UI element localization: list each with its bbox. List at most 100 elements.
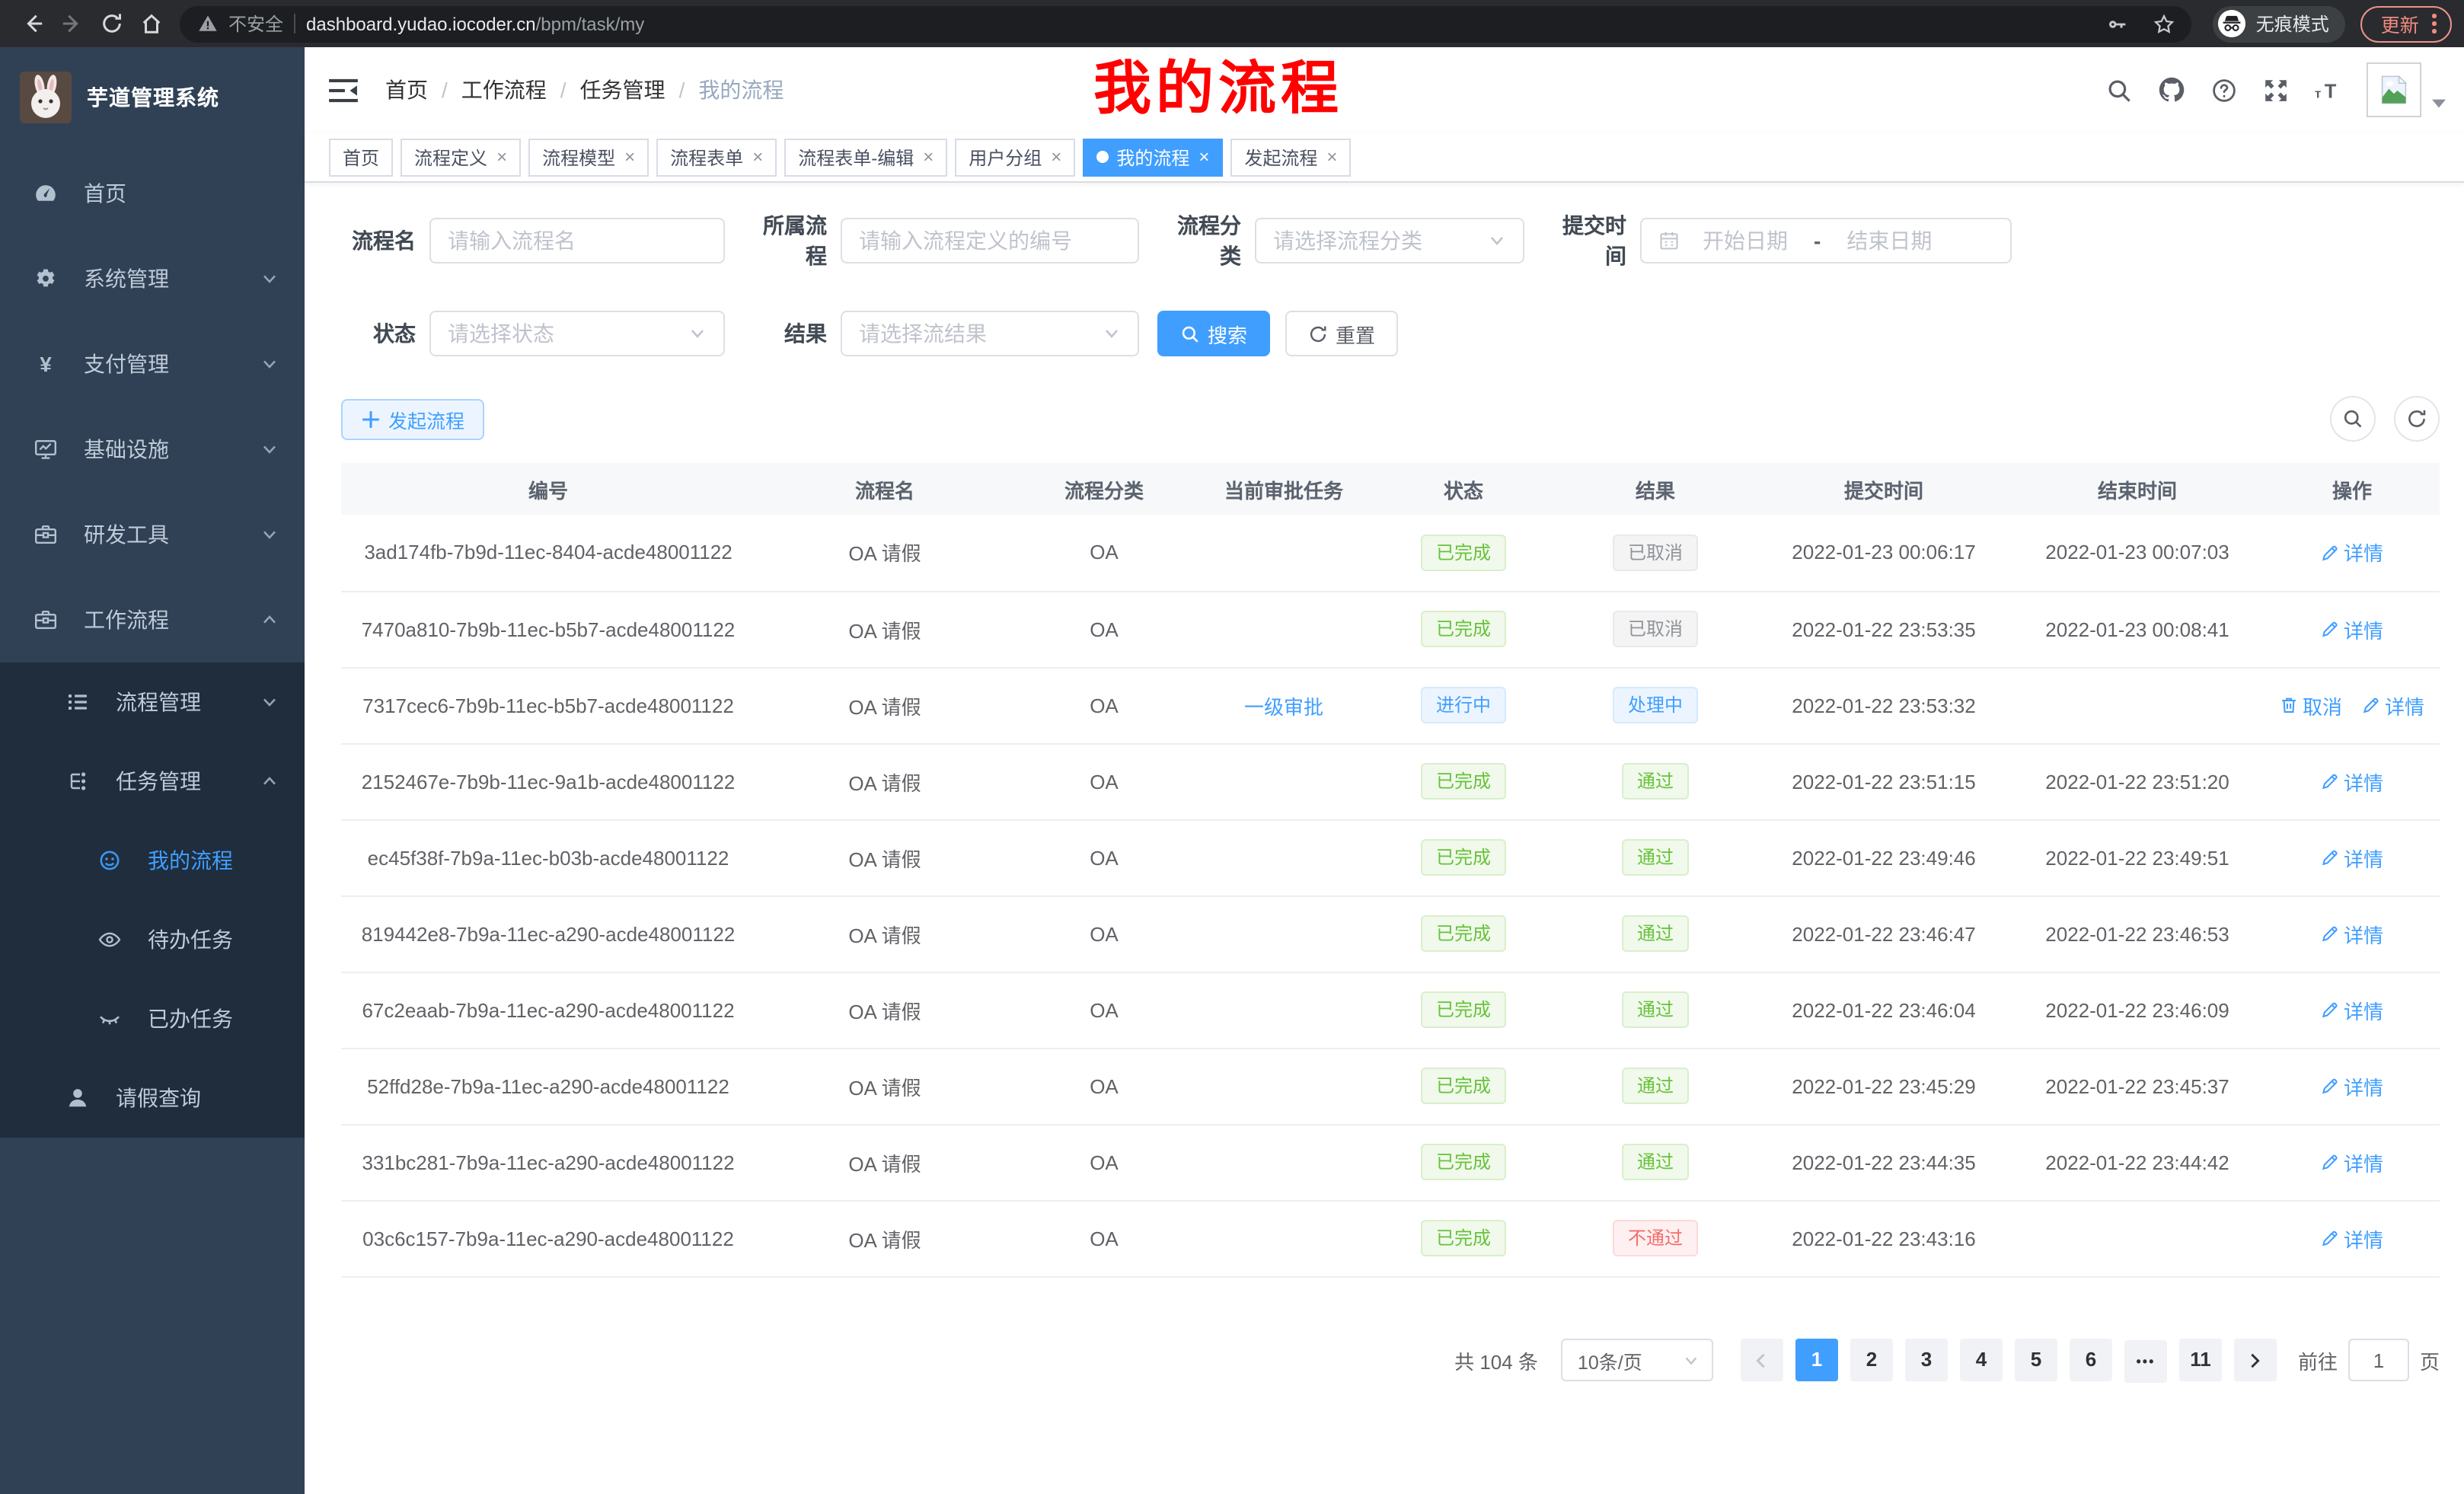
url-text[interactable]: dashboard.yudao.iocoder.cn/bpm/task/my: [306, 13, 645, 34]
breadcrumb-item[interactable]: 首页: [385, 78, 428, 102]
detail-link[interactable]: 详情: [2321, 843, 2383, 872]
chevron-down-icon[interactable]: [260, 440, 279, 458]
prev-page-button[interactable]: [1740, 1339, 1783, 1382]
close-icon[interactable]: ×: [1051, 146, 1062, 168]
detail-link[interactable]: 详情: [2321, 919, 2383, 948]
page-button-6[interactable]: 6: [2069, 1338, 2112, 1381]
tab-user-group[interactable]: 用户分组 ×: [955, 138, 1076, 176]
tree-icon: [65, 769, 90, 793]
chevron-up-icon[interactable]: [260, 611, 279, 629]
page-button-3[interactable]: 3: [1904, 1338, 1948, 1381]
breadcrumb-item[interactable]: 工作流程: [461, 78, 547, 102]
page-size-select[interactable]: 10条/页: [1560, 1339, 1713, 1382]
cancel-link[interactable]: 取消: [2280, 691, 2342, 720]
back-icon[interactable]: [12, 4, 52, 43]
cell-current-task: [1194, 1200, 1374, 1277]
close-icon[interactable]: ×: [1198, 146, 1210, 168]
category-select[interactable]: 请选择流程分类: [1255, 218, 1524, 263]
chevron-up-icon[interactable]: [260, 772, 279, 790]
close-icon[interactable]: ×: [624, 146, 636, 168]
detail-link[interactable]: 详情: [2321, 1148, 2383, 1176]
tab-proc-form[interactable]: 流程表单 ×: [656, 138, 777, 176]
page-button-1[interactable]: 1: [1795, 1338, 1838, 1381]
sidebar-item-my-process[interactable]: 我的流程: [0, 821, 305, 900]
security-label[interactable]: 不安全: [228, 14, 284, 35]
date-range-picker[interactable]: 开始日期 - 结束日期: [1640, 218, 2012, 263]
search-button[interactable]: 搜索: [1157, 311, 1271, 356]
sidebar-item-leave-query[interactable]: 请假查询: [0, 1058, 305, 1138]
page-button-2[interactable]: 2: [1850, 1338, 1893, 1381]
page-button-5[interactable]: 5: [2014, 1338, 2057, 1381]
cell-status: 进行中: [1374, 667, 1553, 744]
tab-proc-def[interactable]: 流程定义 ×: [401, 138, 522, 176]
result-select[interactable]: 请选择流结果: [841, 311, 1139, 356]
detail-link[interactable]: 详情: [2321, 1071, 2383, 1100]
help-icon[interactable]: [2211, 77, 2237, 103]
process-name-input[interactable]: [429, 218, 725, 263]
key-icon[interactable]: [2099, 5, 2136, 42]
chevron-down-icon[interactable]: [260, 355, 279, 373]
sidebar-item-home[interactable]: 首页: [0, 151, 305, 236]
calendar-icon: [1658, 230, 1680, 251]
process-definition-input[interactable]: [841, 218, 1139, 263]
sidebar-item-done-task[interactable]: 已办任务: [0, 979, 305, 1058]
current-task-link[interactable]: 一级审批: [1243, 695, 1323, 718]
browser-menu-icon[interactable]: [2432, 14, 2437, 34]
tab-my-process[interactable]: 我的流程 ×: [1083, 138, 1224, 176]
detail-link[interactable]: 详情: [2321, 1224, 2383, 1253]
page-button-4[interactable]: 4: [1959, 1338, 2003, 1381]
bookmark-star-icon[interactable]: [2146, 5, 2183, 42]
hamburger-icon[interactable]: [329, 77, 358, 103]
detail-link[interactable]: 详情: [2321, 995, 2383, 1024]
github-icon[interactable]: [2158, 76, 2185, 104]
caret-down-icon[interactable]: [2432, 99, 2446, 108]
app-logo[interactable]: 芋道管理系统: [20, 69, 305, 126]
chevron-down-icon[interactable]: [260, 693, 279, 711]
page-button-11[interactable]: 11: [2178, 1338, 2222, 1381]
fullscreen-icon[interactable]: [2263, 77, 2289, 103]
detail-link[interactable]: 详情: [2321, 538, 2383, 567]
toggle-search-button[interactable]: [2330, 396, 2376, 442]
sidebar-item-todo-task[interactable]: 待办任务: [0, 900, 305, 979]
close-icon[interactable]: ×: [1326, 146, 1338, 168]
search-icon[interactable]: [2106, 77, 2132, 103]
update-label[interactable]: 更新: [2380, 15, 2419, 37]
close-icon[interactable]: ×: [752, 146, 764, 168]
sidebar-item-infra[interactable]: 基础设施: [0, 407, 305, 492]
sidebar-item-system[interactable]: 系统管理: [0, 236, 305, 321]
reset-button[interactable]: 重置: [1285, 311, 1399, 356]
sidebar-item-payment[interactable]: ¥ 支付管理: [0, 321, 305, 407]
cell-process-id: ec45f38f-7b9a-11ec-b03b-acde48001122: [341, 819, 755, 896]
detail-link[interactable]: 详情: [2321, 767, 2383, 796]
sidebar-item-task-mgmt[interactable]: 任务管理: [0, 742, 305, 821]
tab-proc-form-edit[interactable]: 流程表单-编辑 ×: [784, 138, 948, 176]
tab-home[interactable]: 首页: [329, 138, 394, 176]
more-pages-button[interactable]: •••: [2124, 1340, 2167, 1383]
tab-start-process[interactable]: 发起流程 ×: [1230, 138, 1352, 176]
detail-link[interactable]: 详情: [2362, 691, 2424, 720]
create-process-button[interactable]: 发起流程: [341, 398, 485, 439]
update-button[interactable]: 更新: [2360, 5, 2452, 42]
sidebar-item-workflow[interactable]: 工作流程: [0, 577, 305, 662]
sidebar-item-process-mgmt[interactable]: 流程管理: [0, 662, 305, 742]
goto-page-input[interactable]: [2348, 1339, 2409, 1382]
close-icon[interactable]: ×: [496, 146, 508, 168]
avatar[interactable]: [2367, 62, 2421, 117]
next-page-button[interactable]: [2233, 1339, 2277, 1382]
detail-link[interactable]: 详情: [2321, 615, 2383, 643]
chevron-down-icon[interactable]: [260, 525, 279, 544]
close-icon[interactable]: ×: [923, 146, 934, 168]
home-icon[interactable]: [131, 4, 171, 43]
table-header-row: 编号 流程名 流程分类 当前审批任务 状态 结果 提交时间 结束时间 操作: [341, 463, 2440, 515]
sidebar-item-devtools[interactable]: 研发工具: [0, 492, 305, 577]
status-select[interactable]: 请选择状态: [429, 311, 725, 356]
sidebar-item-label: 基础设施: [84, 437, 169, 461]
forward-icon[interactable]: [52, 4, 91, 43]
refresh-button[interactable]: [2394, 396, 2440, 442]
breadcrumb-item[interactable]: 任务管理: [579, 78, 665, 102]
tab-proc-model[interactable]: 流程模型 ×: [528, 138, 650, 176]
url-bar[interactable]: 不安全 dashboard.yudao.iocoder.cn/bpm/task/…: [180, 5, 2192, 42]
chevron-down-icon[interactable]: [260, 270, 279, 288]
reload-icon[interactable]: [91, 4, 131, 43]
